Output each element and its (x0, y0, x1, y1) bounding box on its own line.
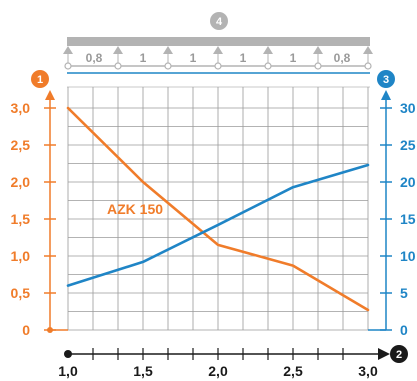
left-axis-arrow (45, 90, 55, 100)
series-line-right-axis (66, 163, 370, 287)
x-axis-tick-label: 1,0 (58, 363, 78, 379)
support-dot (314, 62, 322, 70)
x-axis-arrow (378, 348, 390, 360)
support-dot (264, 62, 272, 70)
series-labels: AZK 150 (107, 201, 163, 217)
right-axis-tick-label: 5 (400, 285, 408, 301)
right-axis-tick-label: 25 (400, 137, 416, 153)
left-axis-tick-label: 2,0 (11, 174, 31, 190)
right-axis-tick-label: 0 (400, 322, 408, 338)
badge-support-diagram (210, 12, 228, 30)
support-triangle (213, 46, 223, 54)
badge-right-axis (377, 70, 395, 88)
chart-grid (67, 87, 369, 331)
support-triangle (63, 46, 73, 54)
span-label: 1 (140, 51, 147, 65)
support-diagram: 0,8 1 1 1 1 0,8 4 (63, 12, 373, 88)
support-triangle (263, 46, 273, 54)
x-axis-tick-label: 2,5 (283, 363, 303, 379)
left-axis-tick-label: 3,0 (11, 100, 31, 116)
right-axis-arrow (381, 90, 391, 100)
span-label: 1 (290, 51, 297, 65)
right-axis-tick-label: 10 (400, 248, 416, 264)
span-label: 0,8 (334, 51, 351, 65)
x-axis-tick-label: 2,0 (208, 363, 228, 379)
right-axis-tick-label: 30 (400, 100, 416, 116)
axis-ticks: 0 0,5 1,0 1,5 2,0 2,5 3,0 0 5 10 15 20 25 30 1,0 1,5 2,0… (11, 100, 416, 379)
support-dot (364, 62, 372, 70)
support-dot (64, 62, 72, 70)
series-line-azk-150 (66, 106, 370, 312)
right-axis-tick-label: 15 (400, 211, 416, 227)
badge-support-diagram-text: 4 (216, 16, 223, 28)
badge-right-axis-text: 3 (383, 74, 389, 86)
span-label: 1 (240, 51, 247, 65)
support-beam (67, 37, 370, 46)
support-markers (63, 46, 373, 70)
left-axis-tick-label: 0 (22, 322, 30, 338)
x-axis-tick-label: 1,5 (133, 363, 153, 379)
left-axis-tick-label: 1,0 (11, 248, 31, 264)
span-labels: 0,8 1 1 1 1 0,8 (86, 51, 351, 65)
span-label: 1 (190, 51, 197, 65)
series-label-azk-150: AZK 150 (107, 201, 163, 217)
left-axis-tick-label: 0,5 (11, 285, 31, 301)
badge-x-axis (390, 345, 408, 363)
chart-axes: 1 3 2 (31, 70, 408, 363)
support-triangle (113, 46, 123, 54)
support-dot (164, 62, 172, 70)
left-axis-tick-label: 2,5 (11, 137, 31, 153)
support-triangle (363, 46, 373, 54)
x-axis-origin-dot (64, 350, 72, 358)
chart-series (66, 106, 370, 312)
support-triangle (313, 46, 323, 54)
support-triangle (163, 46, 173, 54)
badge-left-axis (31, 70, 49, 88)
badge-x-axis-text: 2 (396, 349, 402, 361)
span-label: 0,8 (86, 51, 103, 65)
x-axis-tick-label: 3,0 (358, 363, 378, 379)
badge-left-axis-text: 1 (37, 74, 43, 86)
support-dot (114, 62, 122, 70)
support-dot (214, 62, 222, 70)
left-axis-tick-label: 1,5 (11, 211, 31, 227)
right-axis-tick-label: 20 (400, 174, 416, 190)
